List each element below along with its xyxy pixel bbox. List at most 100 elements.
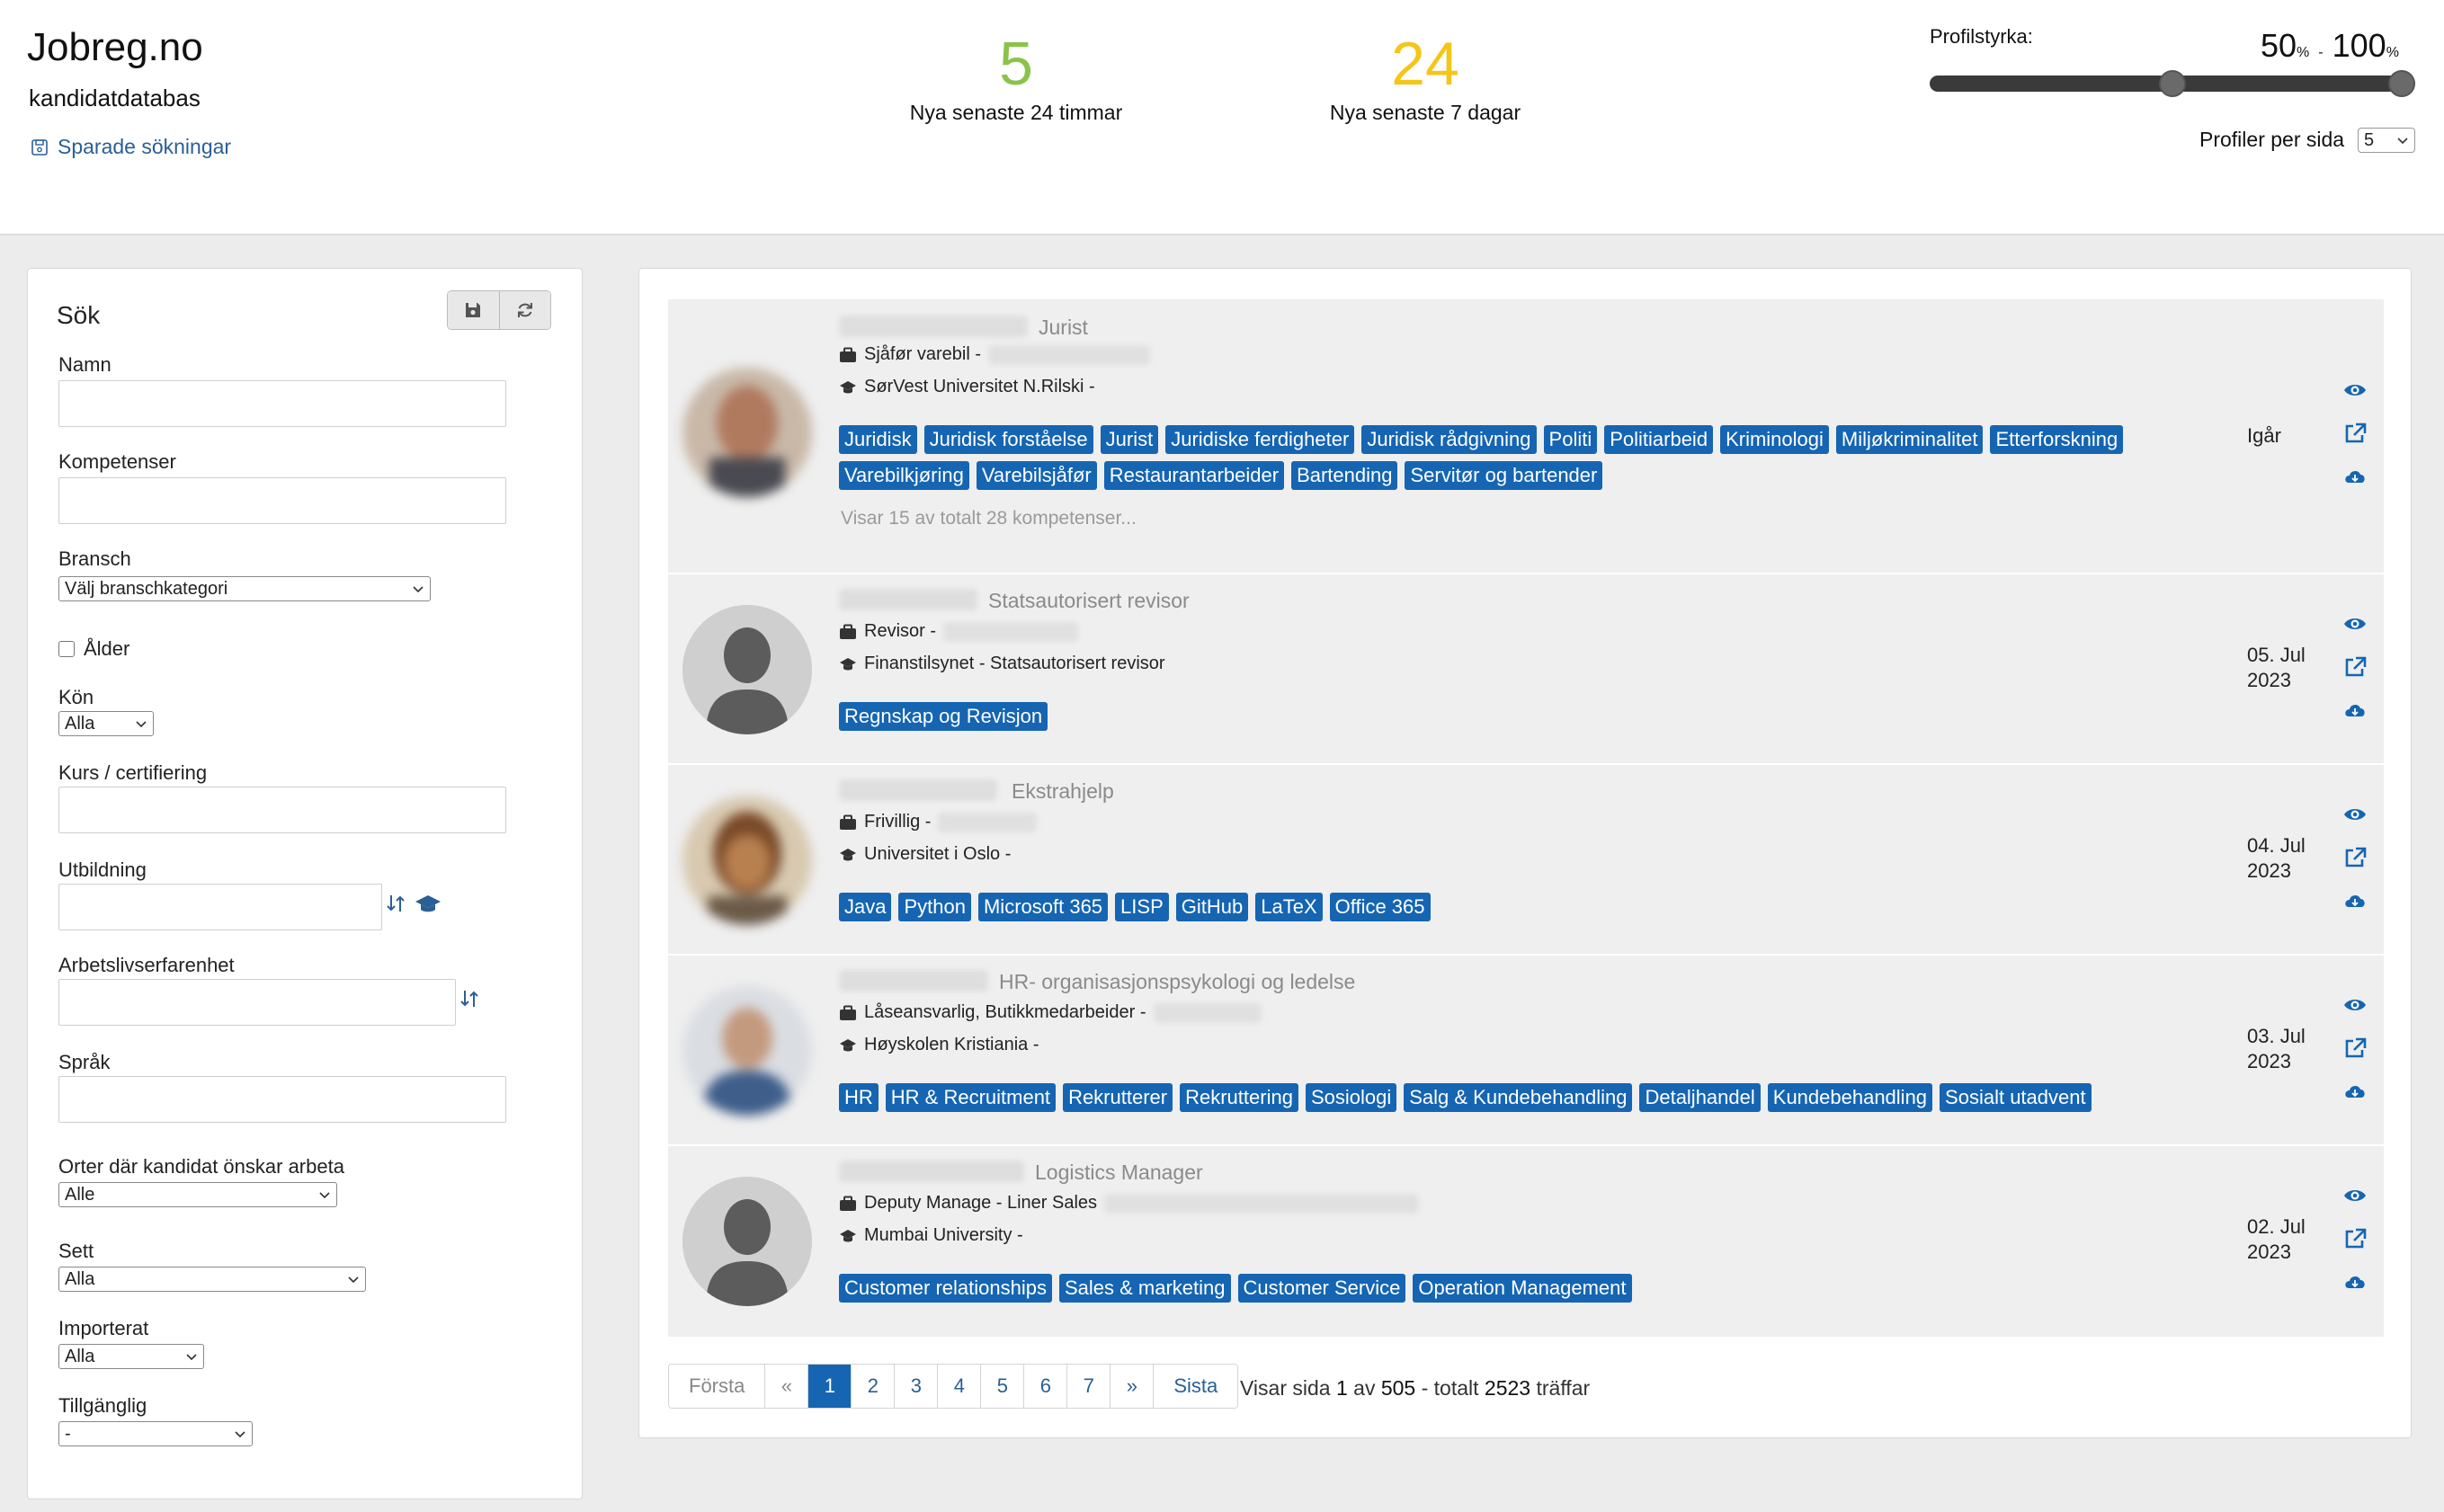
industry-select[interactable]: Välj branschkategori <box>58 576 431 601</box>
cloud-download-icon[interactable] <box>2342 465 2368 488</box>
experience-input[interactable] <box>58 979 456 1026</box>
locations-select[interactable]: Alle <box>58 1182 337 1207</box>
save-search-button[interactable] <box>448 291 499 329</box>
competence-tag[interactable]: Python <box>898 893 971 921</box>
eye-icon[interactable] <box>2342 378 2368 402</box>
competence-tag[interactable]: HR <box>839 1083 879 1112</box>
available-select[interactable]: - <box>58 1421 253 1446</box>
competence-tag[interactable]: Microsoft 365 <box>977 893 1109 921</box>
competence-tag[interactable]: Detaljhandel <box>1639 1083 1761 1112</box>
gender-select[interactable]: Alla <box>58 711 154 736</box>
cloud-download-icon[interactable] <box>2342 889 2368 912</box>
briefcase-icon <box>840 1196 856 1211</box>
pagination-next[interactable]: » <box>1110 1365 1154 1408</box>
floppy-disk-icon <box>466 303 481 317</box>
competence-tag[interactable]: Java <box>839 893 892 921</box>
competence-tag[interactable]: Office 365 <box>1329 893 1431 921</box>
imported-select[interactable]: Alla <box>58 1344 204 1369</box>
pagination-page-7[interactable]: 7 <box>1066 1365 1111 1408</box>
redacted-text <box>1153 1002 1262 1023</box>
education-input[interactable] <box>58 884 382 930</box>
age-checkbox[interactable] <box>58 641 75 657</box>
sort-icon[interactable] <box>459 988 479 1009</box>
competence-tag[interactable]: Kriminologi <box>1720 425 1829 454</box>
saved-searches-label: Sparade sökningar <box>58 135 232 158</box>
external-link-icon[interactable] <box>2342 846 2368 869</box>
pagination-page-2[interactable]: 2 <box>851 1365 895 1408</box>
candidate-card[interactable]: Logistics Manager Deputy Manage - Liner … <box>668 1146 2384 1337</box>
competence-tag[interactable]: Operation Management <box>1413 1274 1632 1303</box>
competence-tag[interactable]: HR & Recruitment <box>885 1083 1057 1112</box>
slider-handle-max[interactable] <box>2388 70 2415 97</box>
competence-tag[interactable]: Politi <box>1543 425 1598 454</box>
eye-icon[interactable] <box>2342 803 2368 826</box>
eye-icon[interactable] <box>2342 993 2368 1017</box>
competence-tag[interactable]: Sosiologi <box>1305 1083 1397 1112</box>
reset-search-button[interactable] <box>498 291 550 329</box>
cloud-download-icon[interactable] <box>2342 1080 2368 1103</box>
competence-tag[interactable]: Servitør og bartender <box>1405 461 1603 490</box>
competence-tag[interactable]: Juridisk <box>839 425 917 454</box>
competence-tag[interactable]: Customer Service <box>1237 1274 1406 1303</box>
competence-tag[interactable]: Varebilsjåfør <box>976 461 1097 490</box>
candidate-card[interactable]: Jurist Sjåfør varebil - SørVest Universi… <box>668 299 2384 574</box>
competence-tag[interactable]: Miljøkriminalitet <box>1835 425 1984 454</box>
competence-tag[interactable]: Juridiske ferdigheter <box>1165 425 1355 454</box>
competence-tag[interactable]: Politiarbeid <box>1604 425 1714 454</box>
profile-strength-label: Profilstyrka: <box>1930 25 2033 48</box>
competence-tag[interactable]: Kundebehandling <box>1767 1083 1933 1112</box>
candidate-date: Igår <box>2247 423 2281 449</box>
competence-tag[interactable]: Salg & Kundebehandling <box>1404 1083 1633 1112</box>
external-link-icon[interactable] <box>2342 1036 2368 1060</box>
candidate-card[interactable]: HR- organisasjonspsykologi og ledelse Lå… <box>668 956 2384 1146</box>
competence-tag[interactable]: Customer relationships <box>839 1274 1052 1303</box>
external-link-icon[interactable] <box>2342 1227 2368 1250</box>
competence-tag[interactable]: Rekrutterer <box>1063 1083 1173 1112</box>
cloud-download-icon[interactable] <box>2342 1270 2368 1294</box>
pagination-prev[interactable]: « <box>764 1365 808 1408</box>
pagination-last[interactable]: Sista <box>1153 1365 1238 1408</box>
competence-tag[interactable]: Restaurantarbeider <box>1103 461 1285 490</box>
pagination-page-4[interactable]: 4 <box>937 1365 981 1408</box>
eye-icon[interactable] <box>2342 1184 2368 1207</box>
pagination-first[interactable]: Första <box>669 1365 765 1408</box>
name-input[interactable] <box>58 380 506 427</box>
pagination-page-3[interactable]: 3 <box>894 1365 938 1408</box>
eye-icon[interactable] <box>2342 612 2368 636</box>
competences-input[interactable] <box>58 477 506 524</box>
pagination-page-1[interactable]: 1 <box>807 1365 852 1408</box>
sort-icon[interactable] <box>386 893 406 914</box>
brand-subtitle: kandidatdatabas <box>29 84 201 111</box>
candidate-card[interactable]: Statsautorisert revisor Revisor - Finans… <box>668 574 2384 765</box>
competence-tag[interactable]: Bartending <box>1291 461 1398 490</box>
competence-tag[interactable]: Varebilkjøring <box>839 461 969 490</box>
candidate-role: Ekstrahjelp <box>1012 779 1114 803</box>
saved-searches-link[interactable]: Sparade sökningar <box>31 135 231 159</box>
course-input[interactable] <box>58 787 506 833</box>
competence-tag[interactable]: Sales & marketing <box>1058 1274 1231 1303</box>
pagination-page-6[interactable]: 6 <box>1023 1365 1067 1408</box>
competence-tag[interactable]: Sosialt utadvent <box>1940 1083 2092 1112</box>
graduation-cap-icon[interactable] <box>415 893 442 914</box>
more-competences-text[interactable]: Visar 15 av totalt 28 kompetenser... <box>841 508 1137 529</box>
candidate-card[interactable]: Ekstrahjelp Frivillig - Universitet i Os… <box>668 765 2384 956</box>
slider-handle-min[interactable] <box>2159 70 2186 97</box>
language-input[interactable] <box>58 1076 506 1123</box>
candidate-school-text: Høyskolen Kristiania - <box>864 1035 1039 1054</box>
pagination-page-5[interactable]: 5 <box>980 1365 1024 1408</box>
competence-tag[interactable]: Juridisk forståelse <box>923 425 1093 454</box>
competence-tag[interactable]: Rekruttering <box>1180 1083 1298 1112</box>
competence-tag[interactable]: Jurist <box>1100 425 1159 454</box>
competence-tag[interactable]: Juridisk rådgivning <box>1361 425 1537 454</box>
competence-tag[interactable]: LISP <box>1115 893 1169 921</box>
seen-select[interactable]: Alla <box>58 1267 366 1292</box>
competence-tag[interactable]: LaTeX <box>1255 893 1323 921</box>
cloud-download-icon[interactable] <box>2342 698 2368 722</box>
competence-tag[interactable]: Etterforskning <box>1990 425 2124 454</box>
profiles-per-page-select[interactable]: 5 <box>2358 128 2415 153</box>
external-link-icon[interactable] <box>2342 422 2368 445</box>
competence-tag[interactable]: GitHub <box>1175 893 1249 921</box>
search-button-group <box>447 290 551 330</box>
external-link-icon[interactable] <box>2342 655 2368 679</box>
competence-tag[interactable]: Regnskap og Revisjon <box>839 702 1048 731</box>
